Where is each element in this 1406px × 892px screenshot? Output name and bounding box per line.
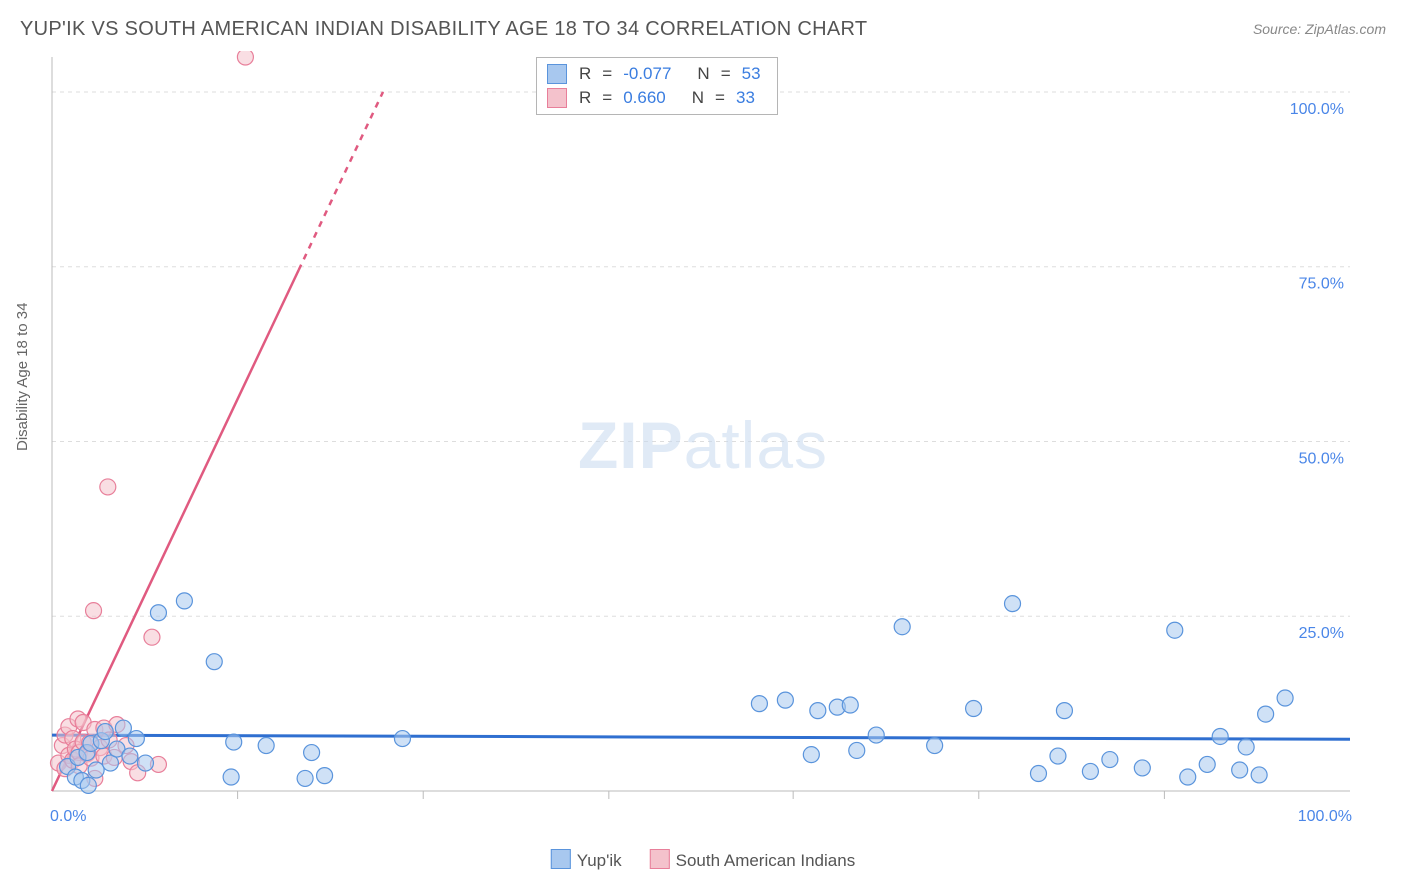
svg-text:100.0%: 100.0% [1298, 808, 1352, 825]
svg-text:100.0%: 100.0% [1290, 101, 1344, 118]
title-bar: YUP'IK VS SOUTH AMERICAN INDIAN DISABILI… [0, 0, 1406, 51]
chart-title: YUP'IK VS SOUTH AMERICAN INDIAN DISABILI… [20, 18, 867, 41]
scatter-chart: 25.0% 50.0% 75.0% 100.0% 0.0% 100.0% [0, 51, 1380, 851]
source-label: Source: ZipAtlas.com [1253, 18, 1386, 37]
series-legend: Yup'ik South American Indians [551, 849, 855, 871]
svg-text:0.0%: 0.0% [50, 808, 86, 825]
legend-row: R=-0.077 N=53 [547, 62, 761, 86]
y-axis-label: Disability Age 18 to 34 [14, 303, 31, 451]
svg-text:25.0%: 25.0% [1299, 625, 1344, 642]
stats-legend: R=-0.077 N=53 R=0.660 N=33 [536, 57, 778, 115]
svg-text:75.0%: 75.0% [1299, 276, 1344, 293]
svg-text:50.0%: 50.0% [1299, 450, 1344, 467]
chart-container: Disability Age 18 to 34 ZIPatlas 25.0%50… [0, 51, 1406, 871]
legend-item-south-american: South American Indians [650, 849, 856, 871]
legend-row: R=0.660 N=33 [547, 86, 761, 110]
legend-item-yupik: Yup'ik [551, 849, 622, 871]
